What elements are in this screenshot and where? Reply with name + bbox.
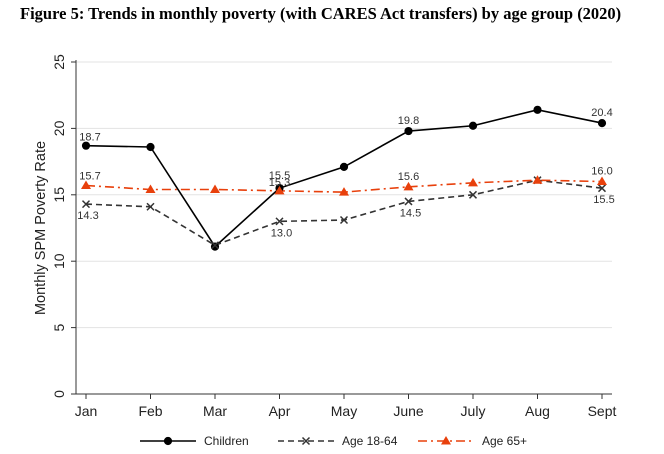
series-0-point: [404, 126, 413, 136]
series-1-point: [81, 200, 91, 209]
series-2-point: [468, 177, 478, 187]
x-tick-label: Aug: [525, 403, 550, 419]
data-label: 14.5: [400, 207, 421, 219]
data-label: 15.5: [593, 194, 614, 206]
y-tick-label: 15: [51, 187, 67, 203]
y-tick-label: 20: [51, 120, 67, 136]
legend-marker: [301, 436, 311, 446]
series-2-point: [532, 175, 543, 184]
series-2-point: [274, 185, 285, 195]
series-0-point: [597, 118, 607, 128]
y-tick-label: 10: [51, 253, 67, 269]
series-2-point: [339, 187, 349, 196]
legend-label: Age 18-64: [342, 434, 398, 448]
series-1-point: [210, 241, 220, 250]
x-tick-label: Sept: [588, 403, 617, 419]
series-2-point: [597, 176, 607, 186]
x-tick-label: July: [461, 403, 486, 419]
series-0-point: [210, 242, 220, 251]
legend-label: Age 65+: [482, 434, 527, 448]
x-tick-label: Feb: [138, 403, 162, 419]
y-tick-label: 25: [51, 54, 67, 70]
series-0-point: [533, 105, 542, 114]
chart-title: Figure 5: Trends in monthly poverty (wit…: [20, 4, 622, 23]
series-line-0: [85, 108, 603, 248]
data-label: 19.8: [398, 115, 419, 127]
x-tick-label: May: [331, 403, 357, 419]
series-1-point: [146, 202, 155, 211]
series-0-point: [146, 142, 155, 152]
series-1-point: [404, 197, 413, 206]
series-2-point: [403, 181, 414, 191]
data-label: 18.7: [79, 132, 100, 144]
x-tick-label: June: [393, 403, 424, 419]
data-label: 15.3: [269, 177, 290, 189]
legend-marker: [163, 436, 173, 446]
legend-label: Children: [204, 434, 249, 448]
series-1-point: [275, 217, 284, 226]
series-2-point: [145, 184, 156, 193]
series-2-point: [81, 180, 91, 190]
data-label: 13.0: [271, 227, 292, 239]
legend-marker: [441, 436, 451, 445]
x-tick-label: Jan: [75, 403, 98, 419]
series-0-point: [339, 162, 349, 172]
series-0-point: [468, 121, 478, 130]
data-label: 20.4: [591, 107, 612, 119]
y-axis-label: Monthly SPM Poverty Rate: [33, 141, 49, 315]
y-tick-label: 0: [51, 390, 67, 398]
y-tick-label: 5: [51, 323, 67, 331]
series-1-point: [468, 190, 478, 199]
data-label: 14.3: [77, 210, 98, 222]
x-tick-label: Apr: [269, 403, 291, 419]
data-label: 15.6: [398, 171, 419, 183]
data-label: 15.5: [269, 170, 290, 182]
series-1-point: [597, 184, 607, 193]
x-tick-label: Mar: [203, 403, 227, 419]
series-0-point: [81, 141, 91, 150]
data-label: 15.7: [79, 171, 100, 183]
series-2-point: [210, 184, 220, 193]
series-1-point: [339, 216, 349, 225]
data-label: 16.0: [591, 166, 612, 178]
